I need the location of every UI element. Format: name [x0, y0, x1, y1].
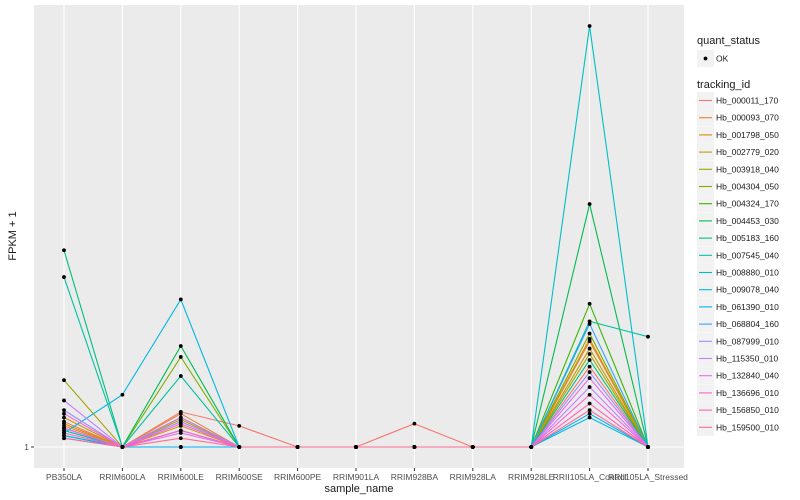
- series-points: [62, 24, 650, 449]
- legend-label-tracking-id: Hb_004453_030: [716, 216, 779, 226]
- x-tick-label: RRIM928LE: [508, 472, 555, 482]
- data-point: [62, 415, 66, 420]
- legend-label-tracking-id: Hb_000011_170: [716, 96, 779, 106]
- data-point: [587, 401, 592, 406]
- legend-title-quant-status: quant_status: [697, 35, 760, 47]
- legend-label-tracking-id: Hb_136696_010: [716, 388, 779, 398]
- data-point: [587, 331, 592, 336]
- legend-title-tracking-id: tracking_id: [697, 79, 750, 91]
- data-point: [178, 415, 183, 420]
- data-point: [587, 376, 592, 380]
- legend-label-tracking-id: Hb_068804_160: [716, 319, 779, 329]
- data-point: [178, 374, 183, 378]
- data-point: [62, 275, 66, 279]
- data-point: [587, 301, 592, 306]
- data-point: [62, 436, 66, 441]
- grid-lines: [34, 5, 684, 468]
- data-point: [412, 421, 417, 426]
- x-tick-label: RRIM600LA: [99, 472, 146, 482]
- x-tick-label: RRIM928BA: [391, 472, 439, 482]
- legend-label-tracking-id: Hb_001798_050: [716, 130, 779, 140]
- panel-background: [34, 5, 684, 468]
- data-point: [529, 445, 534, 449]
- data-point: [587, 352, 592, 356]
- x-tick-label: RRIM600LE: [158, 472, 205, 482]
- data-point: [587, 415, 592, 420]
- data-point: [587, 411, 592, 416]
- x-tick-label: RRIM928LA: [450, 472, 497, 482]
- legend-label-tracking-id: Hb_003918_040: [716, 164, 779, 174]
- data-point: [587, 364, 592, 369]
- data-point: [412, 445, 417, 449]
- data-point: [178, 355, 183, 359]
- data-point: [178, 428, 183, 433]
- data-point: [178, 436, 183, 441]
- data-point: [62, 426, 66, 431]
- x-axis-title: sample_name: [324, 483, 393, 495]
- legend-label-tracking-id: Hb_004324_170: [716, 199, 779, 209]
- data-point: [587, 358, 592, 362]
- data-point: [62, 421, 66, 426]
- data-point: [587, 336, 592, 341]
- legend-label-tracking-id: Hb_007545_040: [716, 250, 779, 260]
- data-point: [62, 411, 66, 416]
- legend-label-tracking-id: Hb_004304_050: [716, 182, 779, 192]
- data-point: [646, 445, 650, 449]
- data-point: [237, 423, 242, 428]
- data-point: [178, 411, 183, 416]
- data-point: [237, 445, 242, 449]
- data-point: [120, 445, 125, 449]
- data-point: [587, 346, 592, 351]
- data-point: [62, 248, 66, 253]
- line-legend-items: Hb_000011_170 Hb_000093_070 Hb_001798_050 H…: [697, 92, 779, 436]
- legend-label-tracking-id: Hb_008880_010: [716, 268, 779, 278]
- data-point: [62, 378, 66, 383]
- data-point: [354, 445, 358, 449]
- y-tick-label: 1: [24, 442, 29, 452]
- x-tick-label: RRII105LA_Stressed: [608, 472, 688, 482]
- legend-label-tracking-id: Hb_156850_010: [716, 405, 779, 415]
- data-point: [62, 408, 66, 413]
- legend-label-tracking-id: Hb_002779_020: [716, 147, 779, 157]
- data-point: [295, 445, 300, 449]
- x-tick-label: RRII105LA_Control: [553, 472, 627, 482]
- legend-label-tracking-id: Hb_005183_160: [716, 233, 779, 243]
- y-axis-title: FPKM + 1: [7, 211, 19, 260]
- y-axis-ticks: 1: [24, 442, 34, 452]
- data-point: [587, 322, 592, 326]
- data-point: [587, 370, 592, 374]
- legend: quant_status OK tracking_id Hb_000011_17…: [697, 35, 779, 436]
- data-point: [178, 421, 183, 426]
- legend-label-tracking-id: Hb_159500_010: [716, 422, 779, 432]
- data-point: [120, 392, 125, 397]
- x-tick-label: RRIM901LA: [333, 472, 380, 482]
- data-point: [587, 24, 592, 28]
- data-point: [587, 408, 592, 413]
- x-axis-ticks: PB350LA RRIM600LA RRIM600LE RRIM600SE RRIM60…: [46, 468, 688, 482]
- legend-label-tracking-id: Hb_000093_070: [716, 113, 779, 123]
- legend-label-tracking-id: Hb_087999_010: [716, 336, 779, 346]
- x-tick-label: RRIM600PE: [274, 472, 322, 482]
- legend-label-tracking-id: Hb_115350_010: [716, 354, 779, 364]
- x-tick-label: RRIM600SE: [216, 472, 264, 482]
- data-point: [178, 344, 183, 348]
- data-point: [587, 385, 592, 389]
- legend-label-quant-status: OK: [716, 54, 729, 64]
- data-point: [587, 392, 592, 397]
- data-point: [587, 202, 592, 206]
- data-point: [470, 445, 475, 449]
- data-point: [587, 319, 592, 324]
- data-point: [62, 398, 66, 403]
- data-point: [178, 297, 183, 302]
- data-point: [178, 445, 183, 449]
- point-legend-items: OK: [697, 50, 729, 67]
- legend-label-tracking-id: Hb_061390_010: [716, 302, 779, 312]
- data-point: [62, 431, 66, 435]
- x-tick-label: PB350LA: [46, 472, 82, 482]
- legend-label-tracking-id: Hb_132840_040: [716, 371, 779, 381]
- data-point: [646, 334, 650, 339]
- legend-point-symbol: [703, 56, 708, 61]
- legend-label-tracking-id: Hb_009078_040: [716, 285, 779, 295]
